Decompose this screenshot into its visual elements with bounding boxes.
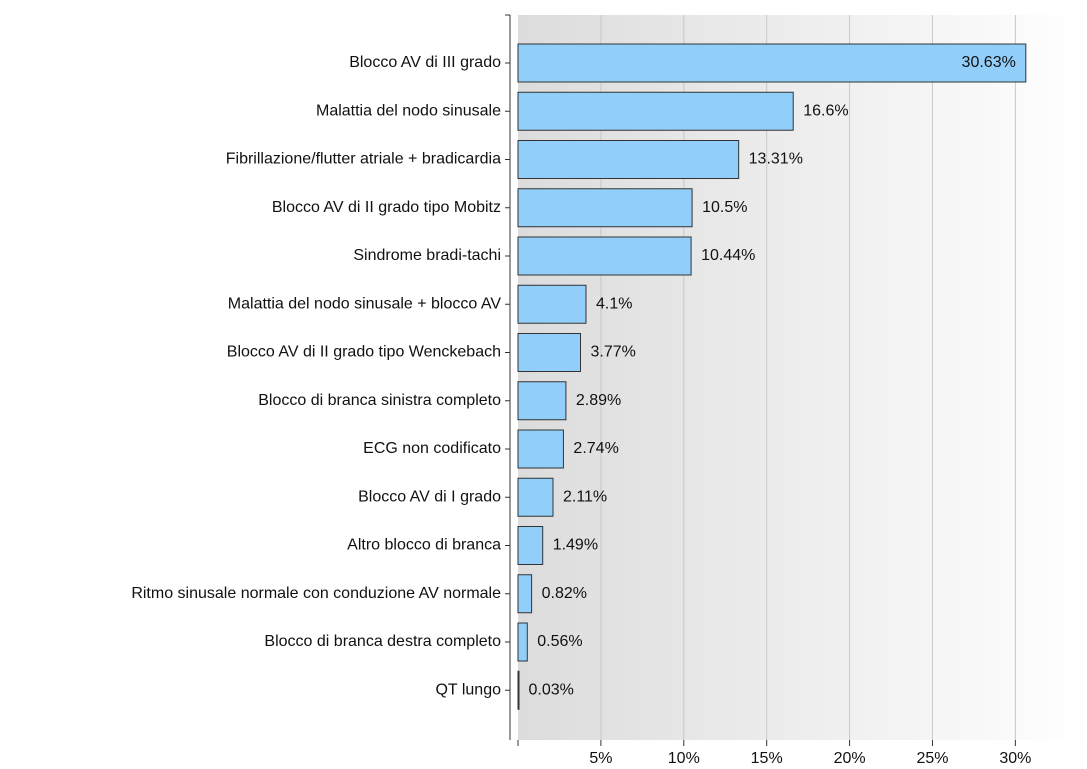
y-tick-label: QT lungo <box>435 681 501 698</box>
bar <box>517 140 740 179</box>
data-label: 10.5% <box>702 199 747 216</box>
data-label: 1.49% <box>553 537 598 554</box>
data-label: 2.11% <box>563 488 607 505</box>
y-tick-label: Sindrome bradi-tachi <box>353 247 501 264</box>
bar <box>517 188 693 228</box>
data-label: 4.1% <box>596 295 632 312</box>
data-label: 0.03% <box>528 681 573 698</box>
bar <box>517 670 520 710</box>
grid <box>600 15 1016 740</box>
y-tick-label: Ritmo sinusale normale con conduzione AV… <box>131 585 501 602</box>
bar <box>517 91 794 131</box>
y-tick-label: Blocco AV di I grado <box>358 488 501 505</box>
y-tick-label: Blocco di branca destra completo <box>264 633 501 650</box>
y-tick-label: Blocco AV di II grado tipo Mobitz <box>272 199 501 216</box>
data-label: 3.77% <box>591 344 636 361</box>
x-tick-label: 20% <box>834 750 866 767</box>
data-label: 30.63% <box>962 54 1016 71</box>
bar <box>517 477 554 517</box>
bar <box>517 574 533 614</box>
y-tick-label: Altro blocco di branca <box>347 537 501 554</box>
y-tick-label: ECG non codificato <box>363 440 501 457</box>
y-tick-label: Blocco di branca sinistra completo <box>258 392 501 409</box>
y-tick-label: Blocco AV di II grado tipo Wenckebach <box>227 344 501 361</box>
data-label: 13.31% <box>749 151 803 168</box>
data-label: 16.6% <box>803 102 848 119</box>
y-tick-label: Blocco AV di III grado <box>349 54 501 71</box>
data-label: 10.44% <box>701 247 755 264</box>
bar <box>517 284 587 324</box>
y-tick-label: Malattia del nodo sinusale <box>316 102 501 119</box>
x-tick-label: 15% <box>751 750 783 767</box>
data-label: 0.56% <box>537 633 582 650</box>
data-label: 2.74% <box>573 440 618 457</box>
bar <box>517 43 1027 83</box>
y-tick-label: Malattia del nodo sinusale + blocco AV <box>228 295 502 312</box>
data-label: 2.89% <box>576 392 621 409</box>
bar <box>517 236 692 276</box>
bar <box>517 333 582 372</box>
bar <box>517 526 544 565</box>
x-tick-label: 5% <box>589 750 612 767</box>
x-tick-label: 30% <box>999 750 1031 767</box>
plot-background <box>518 15 1087 740</box>
x-tick-label: 25% <box>916 750 948 767</box>
y-tick-label: Fibrillazione/flutter atriale + bradicar… <box>226 151 501 168</box>
data-label: 0.82% <box>542 585 587 602</box>
x-tick-label: 10% <box>668 750 700 767</box>
bar <box>517 622 528 662</box>
bar <box>517 381 567 421</box>
bar <box>517 429 564 469</box>
